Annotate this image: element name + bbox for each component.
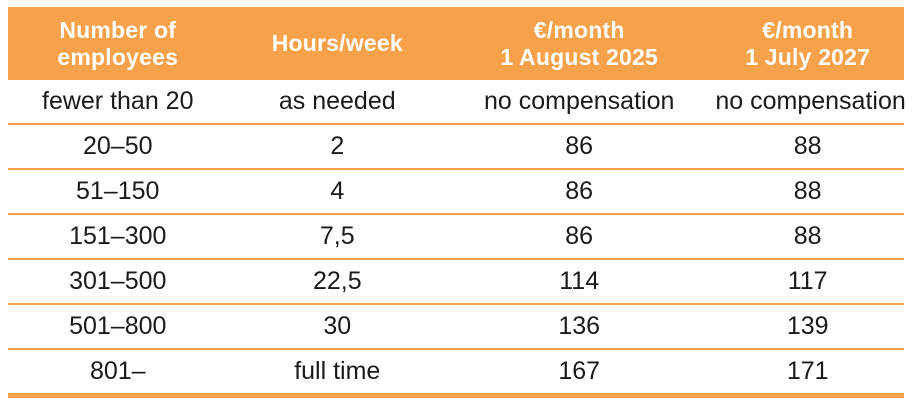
header-rate-2025: €/month 1 August 2025 xyxy=(447,7,712,80)
cell-rate-2025: 86 xyxy=(447,125,712,170)
cell-hours: 22,5 xyxy=(227,260,448,305)
table-body: fewer than 20 as needed no compensation … xyxy=(8,80,906,398)
cell-rate-2025: 167 xyxy=(447,350,712,398)
header-employees-line2: employees xyxy=(57,43,179,70)
cell-rate-2027: 88 xyxy=(711,170,904,215)
header-rate-2027-line2: 1 July 2027 xyxy=(745,43,871,70)
cell-rate-2025: no compensation xyxy=(447,80,712,125)
table-row: 151–300 7,5 86 88 xyxy=(8,215,904,260)
cell-employees: 301–500 xyxy=(8,260,228,305)
cell-hours: 2 xyxy=(227,125,448,170)
table-row: 301–500 22,5 114 117 xyxy=(8,260,904,305)
table-row: fewer than 20 as needed no compensation … xyxy=(8,80,906,125)
cell-rate-2027: 171 xyxy=(711,350,904,398)
cell-employees: 151–300 xyxy=(8,215,228,260)
cell-rate-2027: 139 xyxy=(711,305,904,350)
cell-hours: 4 xyxy=(227,170,448,215)
cell-employees: 801– xyxy=(8,350,228,398)
cell-rate-2027: 88 xyxy=(711,215,904,260)
cell-hours: as needed xyxy=(227,80,448,125)
compensation-table: Number of employees Hours/week €/month 1… xyxy=(8,7,906,398)
cell-rate-2027: 88 xyxy=(711,125,904,170)
cell-rate-2025: 86 xyxy=(447,215,712,260)
header-rate-2027: €/month 1 July 2027 xyxy=(711,7,904,80)
cell-employees: 20–50 xyxy=(8,125,228,170)
cell-rate-2027: no compensation xyxy=(711,80,906,125)
table-row: 501–800 30 136 139 xyxy=(8,305,904,350)
cell-hours: 30 xyxy=(227,305,448,350)
cell-rate-2025: 86 xyxy=(447,170,712,215)
header-row: Number of employees Hours/week €/month 1… xyxy=(8,7,904,80)
cell-employees: 501–800 xyxy=(8,305,228,350)
header-rate-2025-line1: €/month xyxy=(533,16,625,43)
table-row: 20–50 2 86 88 xyxy=(8,125,904,170)
cell-employees: 51–150 xyxy=(8,170,228,215)
cell-hours: 7,5 xyxy=(227,215,448,260)
cell-rate-2025: 136 xyxy=(447,305,712,350)
cell-rate-2027: 117 xyxy=(711,260,904,305)
table-header: Number of employees Hours/week €/month 1… xyxy=(8,7,904,80)
header-employees: Number of employees xyxy=(8,7,228,80)
table-row: 51–150 4 86 88 xyxy=(8,170,904,215)
cell-rate-2025: 114 xyxy=(447,260,712,305)
header-employees-line1: Number of xyxy=(59,16,177,43)
cell-hours: full time xyxy=(227,350,448,398)
table-row: 801– full time 167 171 xyxy=(8,350,904,398)
header-hours-line1: Hours/week xyxy=(271,30,403,56)
header-hours: Hours/week xyxy=(227,7,448,80)
header-rate-2027-line1: €/month xyxy=(762,16,854,43)
cell-employees: fewer than 20 xyxy=(8,80,228,125)
header-rate-2025-line2: 1 August 2025 xyxy=(500,43,659,70)
